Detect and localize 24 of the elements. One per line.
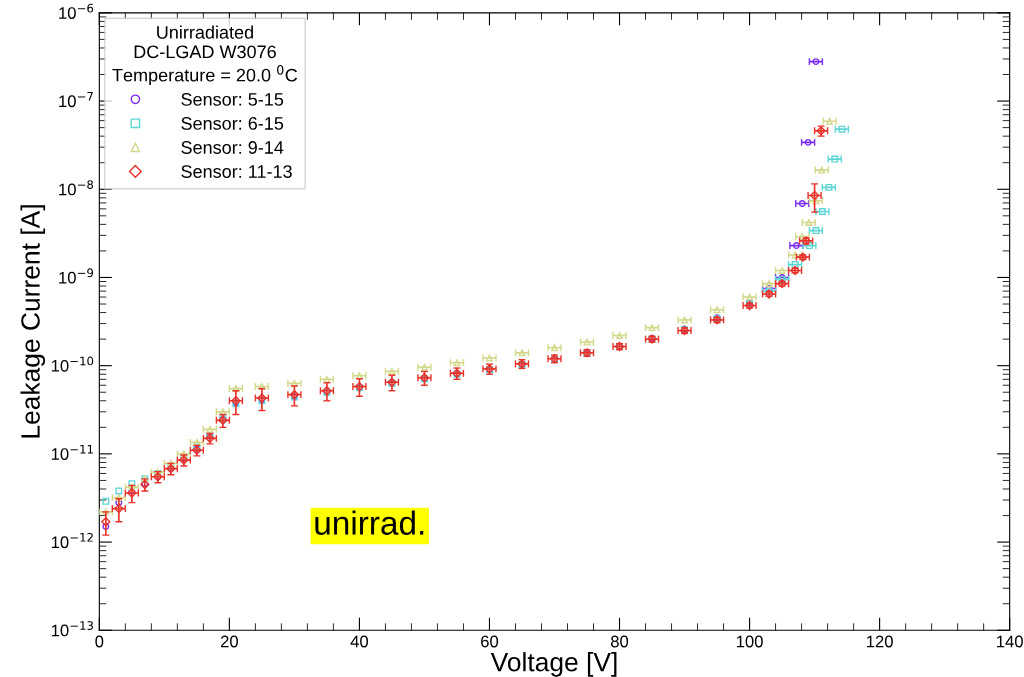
x-tick-label: 80	[610, 635, 629, 648]
y-tick-label: 10$^{−7}$	[59, 92, 93, 108]
x-tick-label: 60	[481, 635, 499, 648]
x-tick-label: 40	[350, 635, 369, 648]
y-tick-label: 10$^{−8}$	[59, 180, 94, 196]
x-tick-label: 0	[95, 635, 104, 648]
y-tick-label: 10$^{−12}$	[51, 532, 93, 549]
y-axis-title: Leakage Current [A]	[20, 205, 46, 438]
y-tick-label: 10$^{−11}$	[51, 444, 93, 460]
legend-label: Sensor: 6-15	[181, 117, 284, 130]
y-tick-label: 10$^{−6}$	[59, 3, 94, 19]
x-tick-label: 100	[736, 635, 763, 648]
y-tick-label: 10$^{−13}$	[51, 621, 94, 637]
x-axis-title: Voltage [V]	[490, 652, 617, 677]
x-tick-label: 140	[997, 635, 1023, 648]
y-tick-label: 10$^{−10}$	[51, 356, 94, 372]
x-tick-label: 20	[220, 635, 238, 648]
legend-label: Sensor: 9-14	[181, 141, 284, 154]
legend-label: Sensor: 11-13	[181, 165, 292, 178]
legend-label: Sensor: 5-15	[181, 92, 284, 106]
legend-title: Unirradiated DC-LGAD W3076 Temperature = 20.0 $^{0}$C	[112, 25, 298, 86]
annotation: unirrad.	[315, 510, 424, 535]
y-tick-label: 10$^{−9}$	[59, 268, 94, 284]
x-tick-label: 120	[866, 635, 893, 648]
